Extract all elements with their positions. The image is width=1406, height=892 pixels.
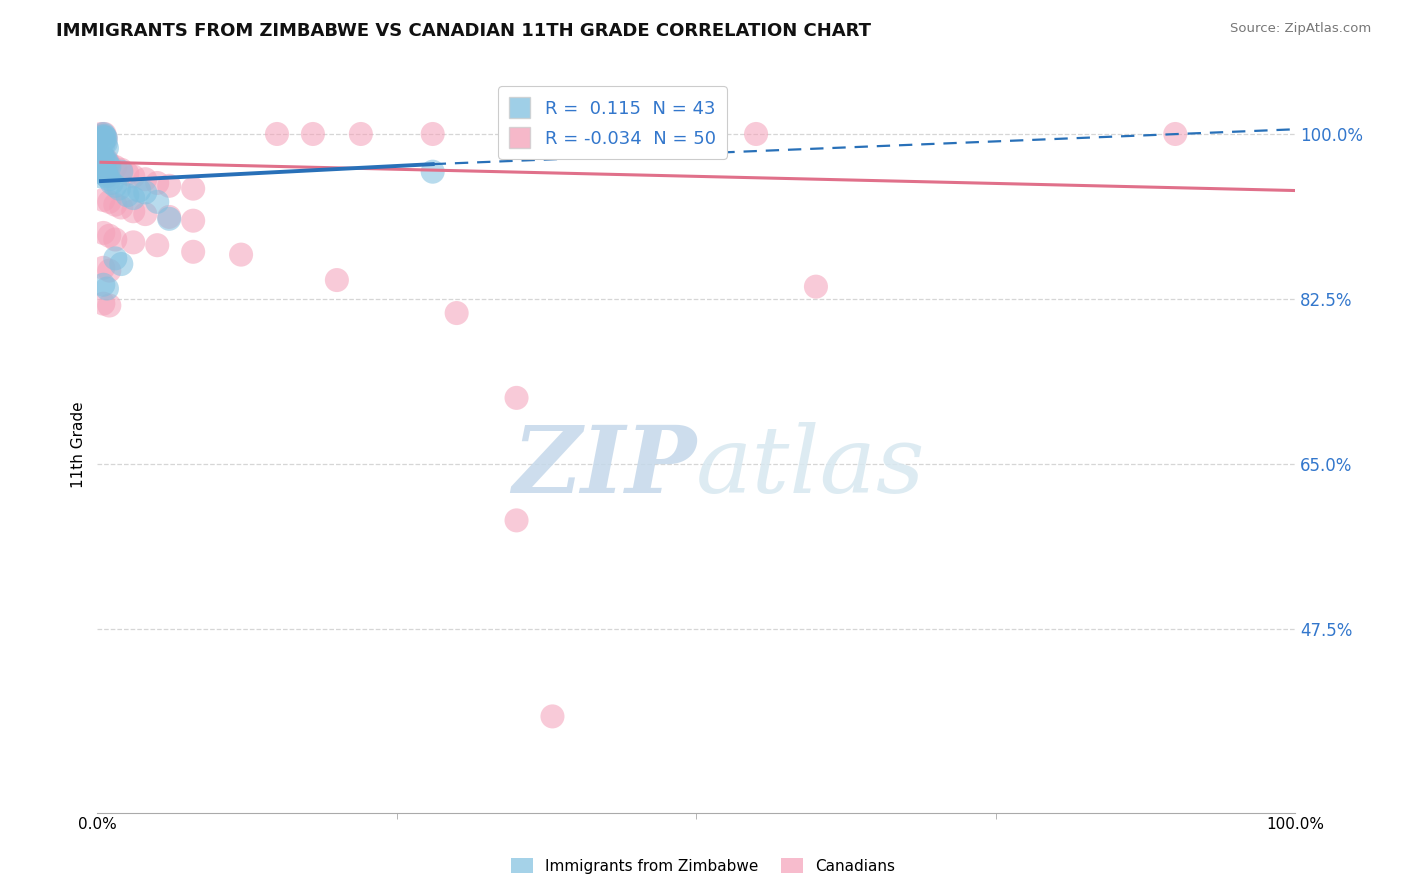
Point [96, 281, 118, 295]
Point [91, 128, 114, 143]
Point [98, 157, 121, 171]
Point [745, 127, 768, 141]
Point [110, 201, 132, 215]
Point [128, 184, 150, 198]
Point [93, 128, 115, 143]
Point [505, 391, 527, 405]
Legend: Immigrants from Zimbabwe, Canadians: Immigrants from Zimbabwe, Canadians [505, 852, 901, 880]
Point [90, 169, 112, 184]
Point [104, 160, 127, 174]
Point [446, 306, 468, 320]
Point [104, 197, 127, 211]
Point [90, 131, 112, 145]
Point [122, 204, 145, 219]
Point [98, 160, 121, 174]
Point [422, 164, 444, 178]
Text: ZIP: ZIP [512, 422, 696, 512]
Point [98, 228, 121, 243]
Point [91, 167, 114, 181]
Point [266, 127, 288, 141]
Point [104, 178, 127, 193]
Point [100, 176, 122, 190]
Point [181, 181, 204, 195]
Point [134, 186, 156, 200]
Point [229, 247, 252, 261]
Point [96, 167, 118, 181]
Point [90, 155, 112, 169]
Point [91, 151, 114, 165]
Text: IMMIGRANTS FROM ZIMBABWE VS CANADIAN 11TH GRADE CORRELATION CHART: IMMIGRANTS FROM ZIMBABWE VS CANADIAN 11T… [56, 22, 872, 40]
Point [117, 188, 139, 202]
Point [96, 169, 118, 184]
Point [94, 130, 117, 145]
Point [98, 298, 121, 312]
Point [422, 127, 444, 141]
Point [91, 277, 114, 292]
Point [91, 127, 114, 141]
Point [98, 172, 121, 186]
Point [505, 513, 527, 527]
Point [122, 235, 145, 250]
Point [91, 136, 114, 151]
Point [91, 160, 114, 174]
Point [804, 279, 827, 293]
Point [91, 151, 114, 165]
Point [626, 128, 648, 143]
Point [94, 153, 117, 168]
Point [104, 252, 127, 266]
Point [122, 169, 145, 184]
Point [96, 153, 118, 168]
Point [91, 129, 114, 144]
Y-axis label: 11th Grade: 11th Grade [72, 401, 86, 488]
Point [91, 151, 114, 165]
Point [90, 145, 112, 160]
Point [146, 194, 169, 209]
Point [134, 172, 156, 186]
Point [91, 138, 114, 153]
Point [91, 134, 114, 148]
Point [93, 127, 115, 141]
Point [146, 238, 169, 252]
Point [541, 709, 564, 723]
Point [94, 167, 117, 181]
Point [110, 257, 132, 271]
Point [97, 157, 120, 171]
Point [91, 193, 114, 207]
Point [302, 127, 325, 141]
Point [91, 296, 114, 310]
Point [90, 135, 112, 149]
Point [91, 164, 114, 178]
Text: atlas: atlas [696, 422, 925, 512]
Point [110, 164, 132, 178]
Point [96, 141, 118, 155]
Point [157, 178, 180, 193]
Point [157, 210, 180, 224]
Point [146, 176, 169, 190]
Point [98, 263, 121, 277]
Text: Source: ZipAtlas.com: Source: ZipAtlas.com [1230, 22, 1371, 36]
Point [181, 213, 204, 227]
Point [98, 194, 121, 209]
Point [122, 191, 145, 205]
Point [90, 147, 112, 161]
Point [91, 226, 114, 240]
Point [93, 162, 115, 177]
Point [157, 211, 180, 226]
Point [90, 163, 112, 178]
Point [91, 260, 114, 275]
Point [108, 181, 131, 195]
Point [94, 131, 117, 145]
Point [110, 162, 132, 177]
Legend: R =  0.115  N = 43, R = -0.034  N = 50: R = 0.115 N = 43, R = -0.034 N = 50 [498, 87, 727, 159]
Point [94, 136, 117, 151]
Point [134, 207, 156, 221]
Point [93, 130, 115, 145]
Point [1164, 127, 1187, 141]
Point [104, 233, 127, 247]
Point [326, 273, 349, 287]
Point [350, 127, 373, 141]
Point [90, 127, 112, 141]
Point [117, 167, 139, 181]
Point [181, 244, 204, 259]
